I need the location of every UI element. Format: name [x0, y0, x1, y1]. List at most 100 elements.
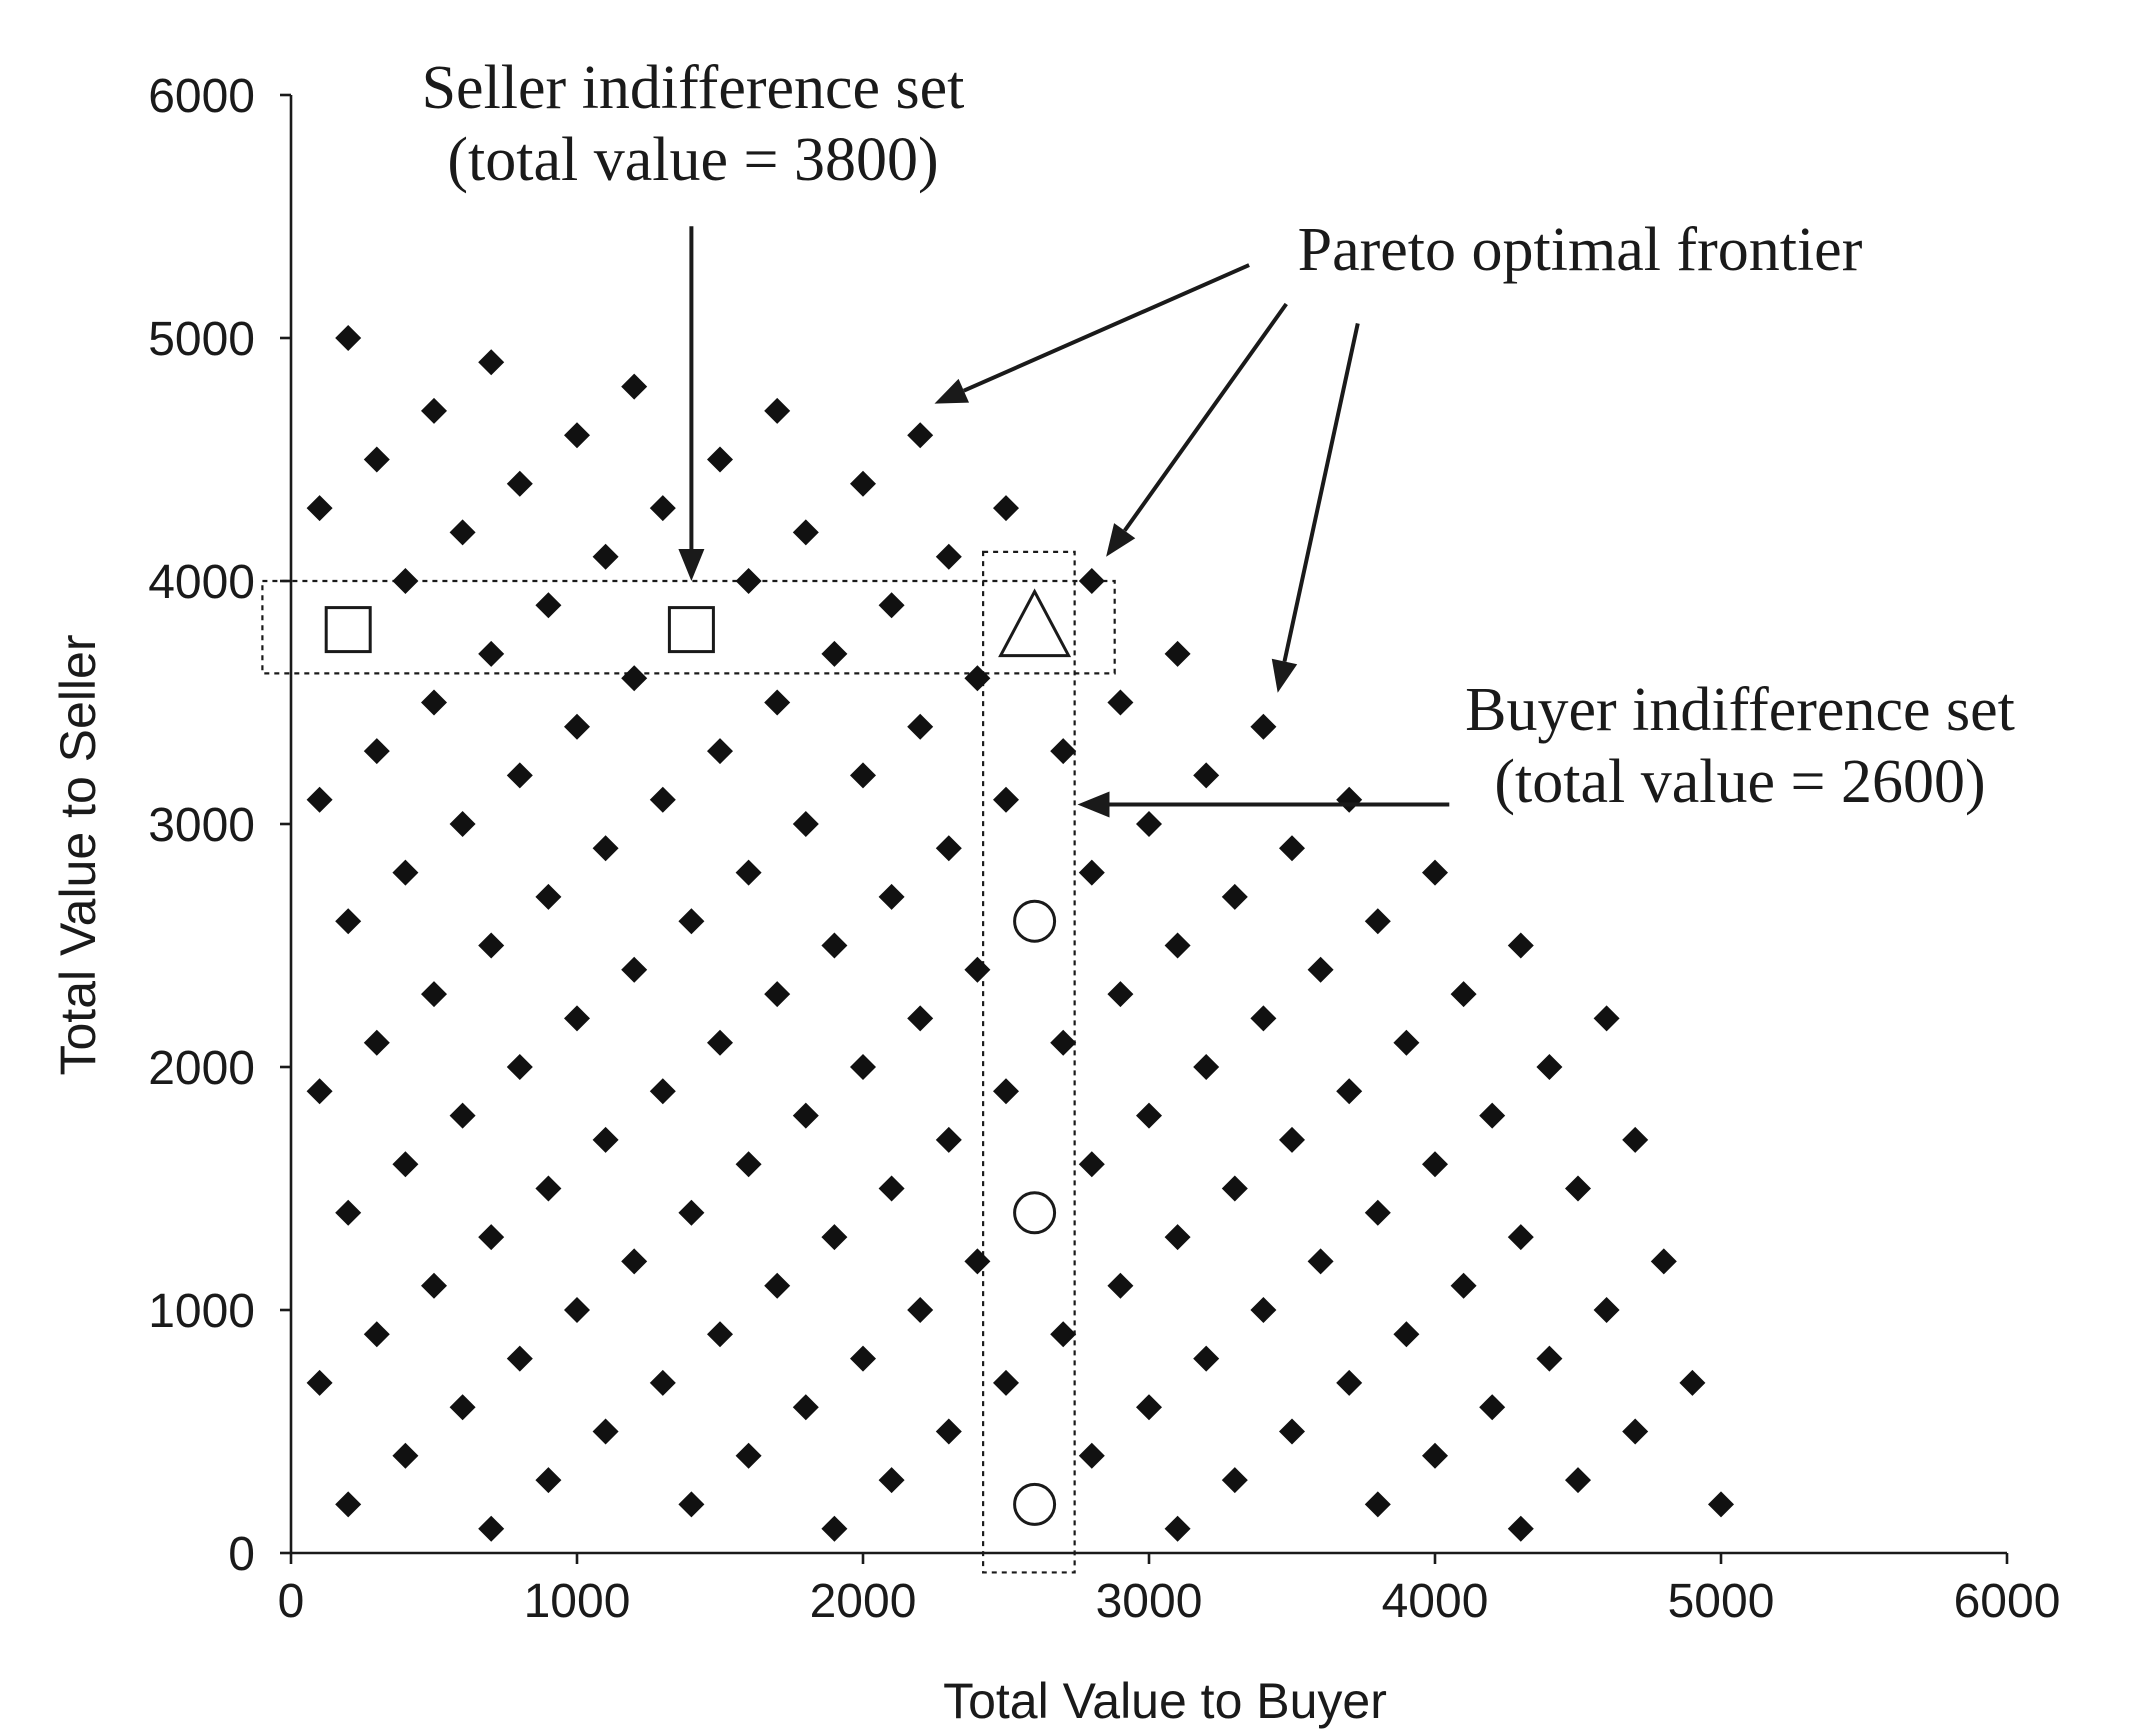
y-tick-label: 4000 — [148, 556, 255, 609]
diamond-point — [535, 1175, 562, 1202]
diamond-point — [907, 422, 934, 449]
y-tick-label: 3000 — [148, 799, 255, 852]
diamond-point — [1450, 981, 1477, 1008]
diamond-point — [1364, 908, 1391, 935]
diamond-point — [1136, 1394, 1162, 1421]
diamond-point — [1422, 859, 1448, 886]
diamond-point — [1279, 1126, 1305, 1153]
diamond-point — [1250, 713, 1277, 740]
x-tick-label: 5000 — [1668, 1575, 1775, 1628]
diamond-point — [592, 1418, 619, 1445]
x-tick-label: 2000 — [810, 1575, 917, 1628]
y-tick-label: 2000 — [148, 1042, 255, 1095]
diamond-point — [878, 592, 905, 619]
diamond-point — [1136, 811, 1162, 837]
diamond-point — [1078, 568, 1105, 594]
diamond-point — [1336, 1369, 1363, 1396]
diamond-point — [535, 592, 562, 619]
diamond-point — [306, 1078, 333, 1105]
diamond-point — [821, 1515, 848, 1542]
diamond-point — [506, 1345, 533, 1372]
diamond-point — [1250, 1297, 1277, 1323]
diamond-point — [735, 568, 762, 594]
diamond-point — [592, 1126, 619, 1153]
circle-point — [1013, 899, 1057, 943]
diamond-point — [1307, 1248, 1334, 1275]
diamond-point — [449, 1394, 476, 1421]
diamond-point — [935, 1418, 962, 1445]
diamond-point — [1679, 1369, 1706, 1396]
diamond-point — [1136, 1102, 1162, 1129]
buyer-arrow-head — [1077, 791, 1110, 818]
diamond-point — [1164, 932, 1191, 959]
circle-point — [1013, 1191, 1057, 1235]
diamond-point — [1422, 1151, 1448, 1178]
diamond-point — [735, 1442, 762, 1469]
pareto-arrow-head — [1106, 523, 1136, 557]
diamond-point — [506, 470, 533, 497]
pareto-arrow — [1123, 302, 1288, 532]
diamond-point — [1050, 1321, 1077, 1348]
pareto-annotation-line: Pareto optimal frontier — [1298, 216, 1863, 284]
diamond-point — [1107, 981, 1134, 1008]
diamond-point — [621, 1248, 648, 1275]
diamond-point — [1364, 1491, 1391, 1518]
diamond-point — [1107, 1272, 1134, 1299]
diamond-point — [993, 1369, 1019, 1396]
diamond-point — [678, 908, 705, 935]
diamond-point — [964, 1248, 991, 1275]
diamond-point — [850, 470, 876, 497]
diamond-point — [850, 1345, 876, 1372]
diamond-point — [964, 956, 991, 983]
diamond-point — [421, 689, 447, 716]
diamond-point — [1279, 835, 1305, 862]
diamond-point — [449, 811, 476, 837]
diamond-point — [1507, 1515, 1534, 1542]
diamond-point — [1479, 1394, 1506, 1421]
diamond-point — [506, 762, 533, 789]
diamond-point — [535, 1467, 562, 1494]
annotations: Seller indifference set(total value = 38… — [422, 54, 2015, 818]
square-point — [324, 606, 372, 654]
diamond-point — [1221, 1467, 1248, 1494]
diamond-point — [421, 1272, 447, 1299]
diamond-point — [1364, 1199, 1391, 1226]
indifference-set-regions — [261, 550, 1116, 1574]
diamond-point — [678, 1491, 705, 1518]
diamond-point — [449, 1102, 476, 1129]
diamond-point — [335, 325, 362, 351]
diamond-point — [1193, 1054, 1220, 1080]
diamond-point — [1221, 1175, 1248, 1202]
x-tick-label: 1000 — [524, 1575, 631, 1628]
diamond-point — [363, 1321, 390, 1348]
diamond-point — [764, 1272, 791, 1299]
diamond-point — [1193, 1345, 1220, 1372]
diamond-point — [621, 956, 648, 983]
diamond-point — [535, 883, 562, 910]
diamond-point — [1164, 640, 1191, 667]
diamond-point — [564, 1297, 590, 1323]
y-tick-label: 0 — [228, 1528, 255, 1581]
diamond-point — [821, 932, 848, 959]
diamond-point — [621, 665, 648, 692]
x-tick-label: 3000 — [1096, 1575, 1203, 1628]
diamond-point — [592, 543, 619, 570]
diamond-point — [1422, 1442, 1448, 1469]
diamond-point — [1279, 1418, 1305, 1445]
diamond-point — [478, 349, 505, 376]
y-axis-title: Total Value to Seller — [50, 635, 106, 1076]
diamond-point — [335, 908, 362, 935]
diamond-point — [821, 1224, 848, 1251]
diamond-point — [649, 1078, 676, 1105]
diamond-point — [964, 665, 991, 692]
diamond-point — [335, 1491, 362, 1518]
diamond-point — [363, 446, 390, 473]
diamond-point — [592, 835, 619, 862]
buyer-indifference-set-box — [982, 550, 1076, 1574]
diamond-point — [1221, 883, 1248, 910]
diamond-point — [392, 1151, 419, 1178]
diamond-point — [850, 762, 876, 789]
x-tick-label: 0 — [278, 1575, 305, 1628]
diamond-point — [1536, 1054, 1563, 1080]
diamond-point — [478, 1515, 505, 1542]
